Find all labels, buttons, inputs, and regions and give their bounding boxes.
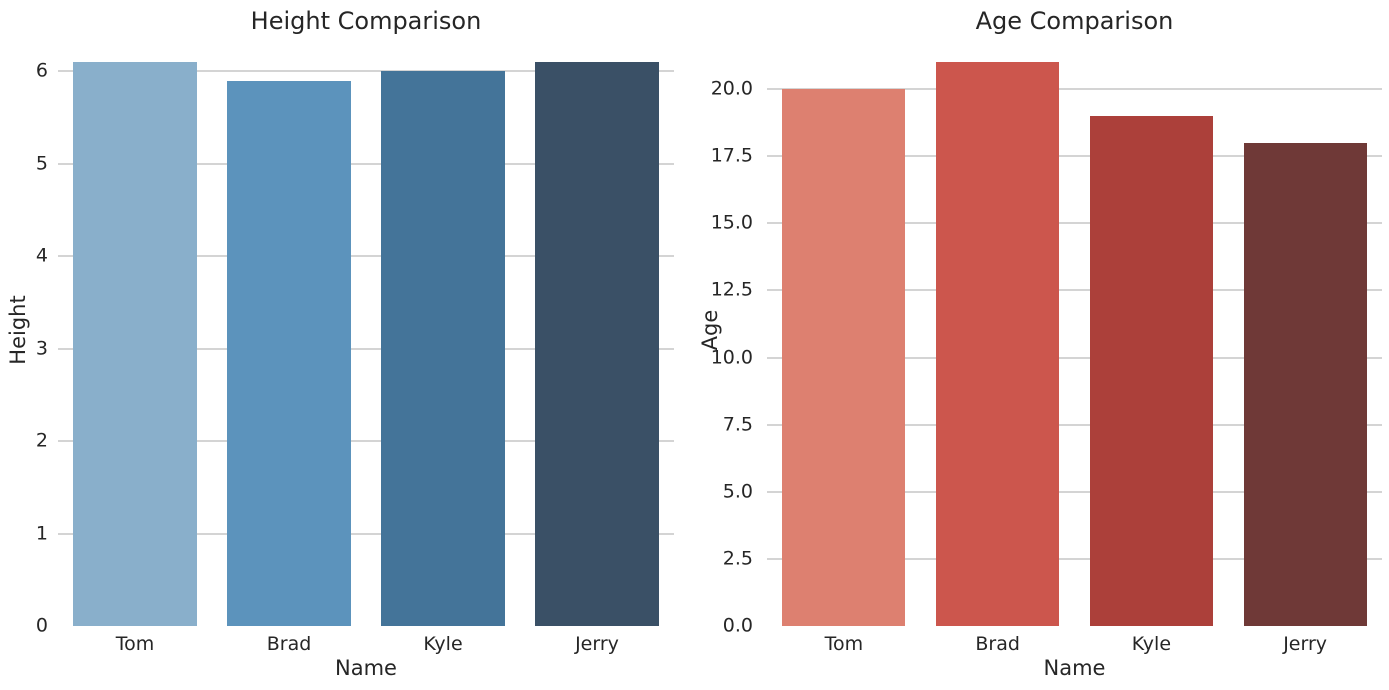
gridline: [767, 423, 1382, 426]
y-tick-label: 15.0: [710, 211, 753, 234]
height-chart: Height Comparison Height Name 0 1 2 3 4 5 6 Tom…: [0, 0, 694, 690]
x-tick-label-jerry: Jerry: [1283, 633, 1328, 655]
x-tick-label-jerry: Jerry: [575, 633, 619, 655]
bar-brad: [936, 62, 1060, 626]
age-chart: Age Comparison Age Name 0.0 2.5 5.0 7.5 10.0…: [694, 0, 1389, 690]
y-tick-label: 5: [35, 152, 48, 175]
plot-area: [767, 34, 1382, 626]
y-tick-label: 2.5: [722, 547, 753, 570]
chart-title: Age Comparison: [975, 7, 1174, 35]
plot-area: [58, 34, 674, 626]
y-tick-label: 12.5: [710, 278, 753, 301]
x-axis-label: Name: [335, 656, 397, 680]
y-tick-label: 2: [35, 429, 48, 452]
x-tick-label-tom: Tom: [824, 633, 864, 655]
bar-kyle: [381, 71, 505, 626]
gridline: [58, 70, 674, 73]
gridline: [58, 255, 674, 258]
y-tick-label: 6: [35, 59, 48, 82]
gridline: [767, 557, 1382, 560]
x-tick-label-kyle: Kyle: [1131, 633, 1172, 655]
gridline: [767, 289, 1382, 292]
y-tick-label: 3: [35, 337, 48, 360]
bar-tom: [73, 62, 197, 626]
y-tick-label: 17.5: [710, 144, 753, 167]
bar-jerry: [535, 62, 659, 626]
gridline: [767, 88, 1382, 91]
x-axis-label: Name: [1043, 656, 1106, 680]
bar-kyle: [1089, 115, 1213, 626]
y-tick-label: 4: [35, 244, 48, 267]
bar-brad: [227, 80, 351, 626]
gridline: [767, 490, 1382, 493]
y-tick-label: 10.0: [710, 346, 753, 369]
y-tick-label: 0: [35, 614, 48, 637]
gridline: [58, 347, 674, 350]
y-tick-label: 1: [35, 522, 48, 545]
gridline: [767, 356, 1382, 359]
y-tick-label: 7.5: [722, 413, 753, 436]
gridline: [58, 532, 674, 535]
x-tick-label-kyle: Kyle: [423, 633, 463, 655]
chart-title: Height Comparison: [250, 7, 482, 35]
y-tick-label: 0.0: [722, 614, 753, 637]
y-tick-label: 5.0: [722, 480, 753, 503]
x-tick-label-brad: Brad: [975, 633, 1020, 655]
bar-tom: [782, 89, 906, 626]
gridline: [58, 440, 674, 443]
x-tick-label-tom: Tom: [115, 633, 155, 655]
y-tick-label: 20.0: [710, 77, 753, 100]
y-axis-label: Age: [698, 309, 722, 351]
gridline: [767, 222, 1382, 225]
gridline: [767, 155, 1382, 158]
x-tick-label-brad: Brad: [266, 633, 312, 655]
bar-jerry: [1243, 142, 1367, 626]
gridline: [58, 162, 674, 165]
